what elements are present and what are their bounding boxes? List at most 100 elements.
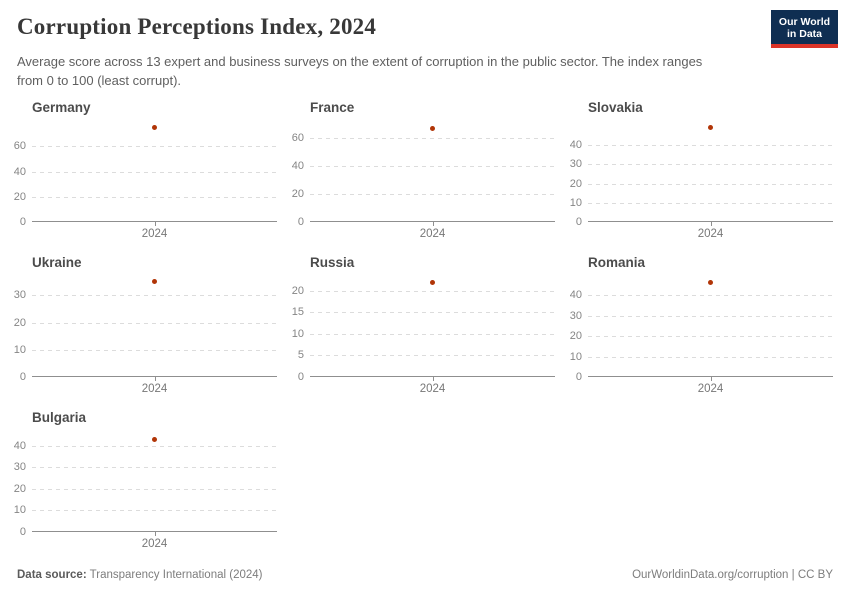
chart-panel: Bulgaria 0 10 20 30 40 2024 — [6, 410, 283, 565]
x-tick-label: 2024 — [141, 383, 168, 395]
y-tick-label: 15 — [291, 306, 304, 319]
gridline — [32, 322, 277, 324]
gridline — [310, 138, 555, 140]
gridline — [588, 202, 833, 204]
license-label: CC BY — [797, 569, 833, 581]
data-point[interactable] — [152, 279, 157, 285]
y-tick-label: 30 — [569, 309, 582, 322]
gridline — [32, 146, 277, 148]
x-axis-line — [588, 221, 833, 222]
gridline — [32, 349, 277, 351]
y-tick-label: 30 — [13, 289, 26, 302]
chart-title: Germany — [32, 100, 91, 115]
chart-title: Russia — [310, 255, 355, 270]
chart-panel: France 0 20 40 60 2024 — [284, 100, 561, 255]
x-axis-line — [310, 221, 555, 222]
plot-area: 0 10 20 30 40 2024 — [570, 120, 833, 240]
y-tick-label: 40 — [13, 165, 26, 178]
footer-links: OurWorldinData.org/corruption | CC BY — [632, 569, 833, 581]
x-tick — [154, 222, 156, 226]
plot-area: 0 20 40 60 2024 — [292, 120, 555, 240]
gridline — [310, 333, 555, 335]
x-tick-label: 2024 — [419, 228, 446, 240]
plot-area: 0 10 20 30 2024 — [14, 275, 277, 395]
owid-logo-line1: Our World — [778, 16, 831, 28]
y-tick-label: 0 — [19, 371, 26, 383]
data-source: Data source: Transparency International … — [17, 569, 262, 581]
page-subtitle: Average score across 13 expert and busin… — [17, 54, 703, 88]
x-axis-line — [32, 376, 277, 377]
data-point[interactable] — [708, 125, 713, 131]
gridline — [310, 194, 555, 196]
gridline — [32, 445, 277, 447]
gridline — [588, 145, 833, 147]
owid-logo: Our World in Data — [771, 10, 838, 48]
x-tick-label: 2024 — [141, 538, 168, 550]
gridline — [588, 336, 833, 338]
plot-area: 0 10 20 30 40 2024 — [570, 275, 833, 395]
y-tick-label: 40 — [291, 160, 304, 173]
x-tick — [432, 222, 434, 226]
data-point[interactable] — [708, 280, 713, 286]
data-point[interactable] — [152, 436, 157, 442]
gridline — [588, 356, 833, 358]
y-tick-label: 20 — [291, 284, 304, 297]
y-tick-label: 10 — [569, 350, 582, 363]
gridline — [32, 171, 277, 173]
chart-panel: Russia 0 5 10 15 20 2024 — [284, 255, 561, 410]
y-tick-label: 10 — [569, 196, 582, 209]
data-point[interactable] — [152, 125, 157, 131]
chart-title: France — [310, 100, 355, 115]
plot-area: 0 5 10 15 20 2024 — [292, 275, 555, 395]
gridline — [588, 315, 833, 317]
y-tick-label: 40 — [569, 289, 582, 302]
y-tick-label: 60 — [13, 140, 26, 153]
gridline — [588, 183, 833, 185]
footer-separator: | — [788, 569, 798, 581]
x-tick — [710, 222, 712, 226]
y-tick-label: 30 — [569, 158, 582, 171]
y-tick-label: 0 — [297, 216, 304, 228]
x-axis-line — [32, 221, 277, 222]
gridline — [310, 166, 555, 168]
chart-title: Romania — [588, 255, 646, 270]
gridline — [32, 510, 277, 512]
y-tick-label: 0 — [297, 371, 304, 383]
y-tick-label: 0 — [19, 216, 26, 228]
y-tick-label: 20 — [569, 330, 582, 343]
x-tick-label: 2024 — [697, 228, 724, 240]
x-tick — [710, 377, 712, 381]
x-tick-label: 2024 — [697, 383, 724, 395]
y-tick-label: 20 — [13, 190, 26, 203]
y-tick-label: 20 — [569, 177, 582, 190]
y-tick-label: 0 — [575, 371, 582, 383]
y-tick-label: 20 — [13, 482, 26, 495]
x-axis-line — [310, 376, 555, 377]
y-tick-label: 10 — [291, 327, 304, 340]
owid-url-link[interactable]: OurWorldinData.org/corruption — [632, 569, 789, 581]
data-point[interactable] — [430, 125, 435, 131]
y-tick-label: 0 — [19, 526, 26, 538]
chart-panel: Slovakia 0 10 20 30 40 2024 — [562, 100, 839, 255]
y-tick-label: 10 — [13, 343, 26, 356]
y-tick-label: 40 — [569, 139, 582, 152]
y-tick-label: 20 — [291, 188, 304, 201]
gridline — [588, 295, 833, 297]
x-axis-line — [32, 531, 277, 532]
plot-area: 0 10 20 30 40 2024 — [14, 430, 277, 550]
data-point[interactable] — [430, 279, 435, 285]
y-tick-label: 5 — [297, 349, 304, 362]
x-tick — [154, 532, 156, 536]
data-source-value: Transparency International (2024) — [89, 569, 263, 581]
x-tick — [154, 377, 156, 381]
chart-title: Bulgaria — [32, 410, 87, 425]
y-tick-label: 10 — [13, 504, 26, 517]
owid-logo-line2: in Data — [786, 28, 822, 40]
x-tick-label: 2024 — [419, 383, 446, 395]
x-axis-line — [588, 376, 833, 377]
gridline — [32, 196, 277, 198]
x-tick-label: 2024 — [141, 228, 168, 240]
plot-area: 0 20 40 60 2024 — [14, 120, 277, 240]
chart-title: Slovakia — [588, 100, 643, 115]
